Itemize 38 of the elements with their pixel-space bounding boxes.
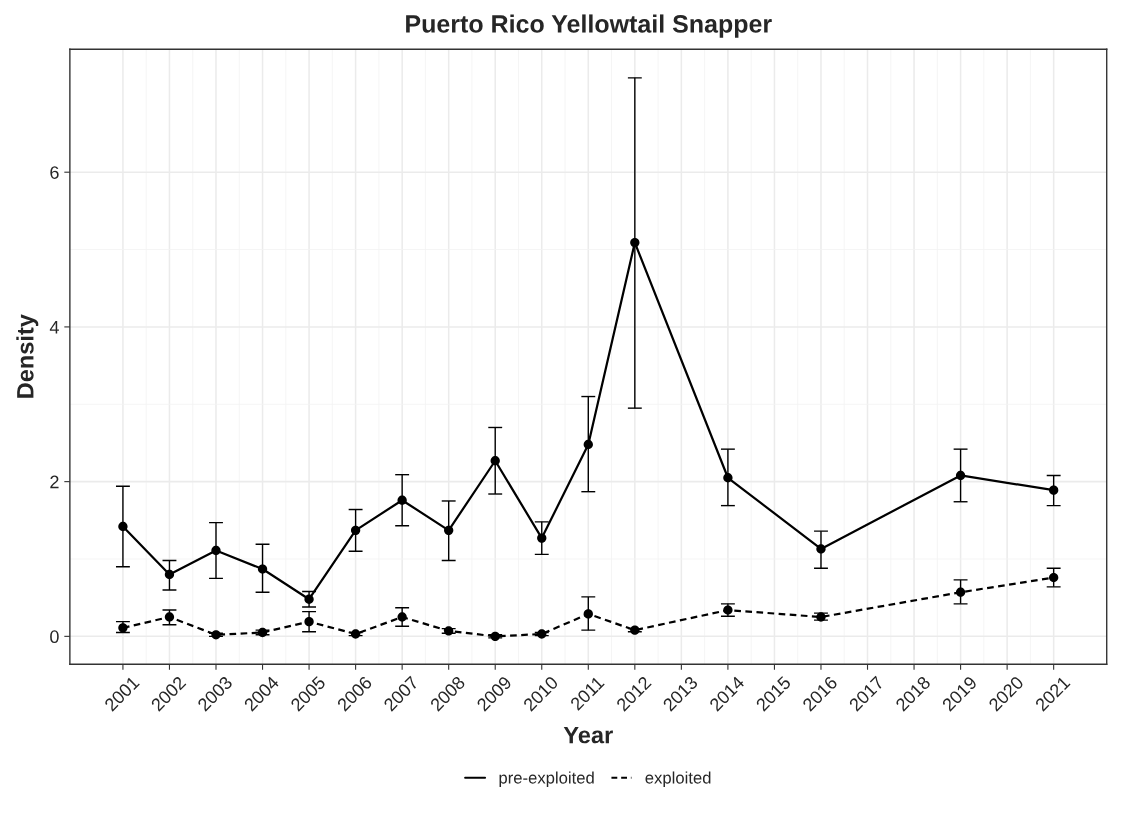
point (1049, 572, 1059, 583)
y-tick-label: 2 (50, 475, 59, 489)
point (816, 612, 826, 622)
point (397, 612, 407, 622)
point (583, 439, 593, 450)
point (1049, 485, 1059, 495)
x-axis-title: Year (563, 726, 613, 744)
point (630, 237, 640, 248)
point (211, 545, 221, 556)
point (350, 525, 361, 536)
point (257, 564, 268, 574)
point (444, 525, 454, 536)
point (955, 587, 966, 597)
point (537, 629, 547, 639)
point (490, 631, 500, 642)
point (164, 569, 175, 580)
y-axis-title: Density (16, 314, 39, 398)
point (537, 533, 547, 543)
point (583, 609, 593, 619)
point (350, 629, 361, 639)
y-tick-label: 4 (49, 321, 59, 334)
point (118, 521, 128, 532)
point (444, 626, 454, 636)
legend-label: exploited (645, 771, 711, 787)
y-tick-label: 6 (50, 166, 59, 179)
point (955, 470, 966, 481)
y-tick-label: 0 (50, 630, 59, 644)
point (304, 594, 314, 604)
legend-label: pre-exploited (499, 771, 594, 787)
chart-title: Puerto Rico Yellowtail Snapper (406, 14, 772, 38)
point (630, 625, 640, 635)
point (490, 456, 500, 466)
point (211, 630, 221, 640)
point (816, 544, 826, 554)
point (723, 473, 733, 483)
point (304, 616, 314, 627)
point (164, 612, 175, 622)
point (397, 495, 407, 505)
